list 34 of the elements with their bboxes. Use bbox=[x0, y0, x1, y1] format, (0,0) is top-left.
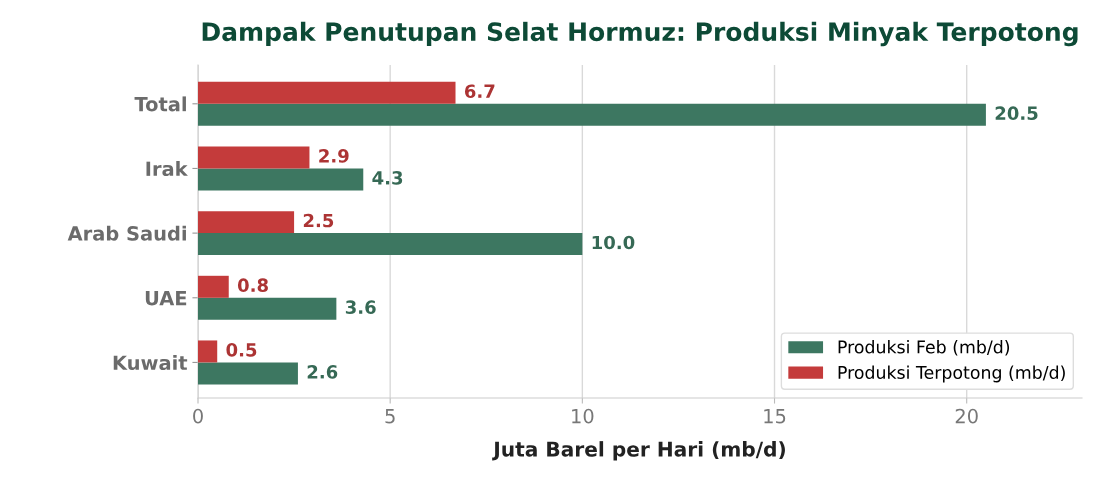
x-axis-title: Juta Barel per Hari (mb/d) bbox=[492, 441, 785, 461]
x-tick-label: 0 bbox=[193, 408, 203, 424]
y-tick-label: Irak bbox=[146, 161, 188, 177]
data-label: 2.9 bbox=[319, 149, 349, 163]
data-label: 0.8 bbox=[237, 278, 268, 293]
data-label: 4.3 bbox=[372, 171, 403, 185]
x-tick-label: 5 bbox=[385, 409, 395, 424]
bar bbox=[198, 362, 298, 385]
data-label: 20.5 bbox=[995, 106, 1038, 121]
bar bbox=[198, 340, 218, 363]
bar bbox=[198, 81, 456, 104]
legend-label: Produksi Terpotong (mb/d) bbox=[838, 365, 1065, 383]
bar bbox=[198, 211, 295, 234]
data-label: 2.5 bbox=[303, 213, 334, 228]
bar bbox=[198, 168, 364, 191]
data-label: 6.7 bbox=[464, 84, 495, 99]
x-tick-label: 15 bbox=[764, 409, 786, 424]
data-label: 0.5 bbox=[226, 343, 257, 357]
data-label: 3.6 bbox=[345, 300, 376, 315]
y-tick-label: Kuwait bbox=[113, 355, 188, 371]
x-tick-label: 10 bbox=[572, 408, 594, 424]
bar bbox=[198, 297, 337, 320]
bar bbox=[198, 146, 310, 169]
data-label: 10.0 bbox=[592, 235, 635, 250]
y-tick-label: Arab Saudi bbox=[67, 225, 186, 241]
x-tick-label: 20 bbox=[955, 408, 978, 424]
y-tick-label: UAE bbox=[145, 290, 187, 306]
legend-label: Produksi Feb (mb/d) bbox=[838, 340, 1010, 356]
data-label: 2.6 bbox=[307, 365, 338, 379]
bar bbox=[198, 275, 229, 298]
y-tick-label: Total bbox=[134, 96, 186, 112]
bar bbox=[198, 103, 986, 126]
chart-title: Dampak Penutupan Selat Hormuz: Produksi Minyak Terpotong bbox=[202, 21, 1078, 47]
bar bbox=[198, 233, 583, 256]
